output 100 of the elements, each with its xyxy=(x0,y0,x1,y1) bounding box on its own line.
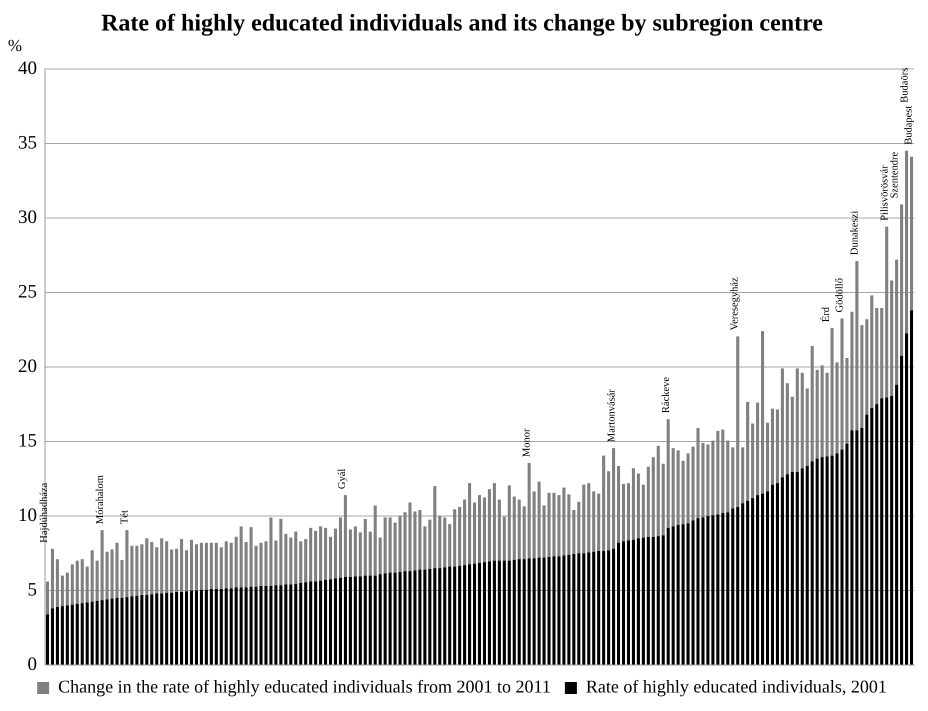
bar xyxy=(348,529,352,578)
x-tick-label: Budapest xyxy=(903,106,914,145)
bar xyxy=(170,592,174,664)
bar xyxy=(120,598,124,664)
bar xyxy=(418,510,422,570)
bar xyxy=(547,492,551,557)
bar xyxy=(751,498,754,664)
bar xyxy=(194,590,198,664)
bar xyxy=(786,383,789,474)
bar xyxy=(780,368,784,478)
bar xyxy=(458,566,462,664)
bar xyxy=(855,430,858,664)
bar xyxy=(384,573,387,664)
bar xyxy=(334,578,338,664)
bar xyxy=(682,524,685,664)
bar xyxy=(324,580,328,664)
bar xyxy=(557,495,560,556)
x-tick-label: Érd xyxy=(818,306,832,322)
bar xyxy=(528,558,531,664)
bar xyxy=(175,592,178,664)
bar xyxy=(905,150,908,334)
bar xyxy=(716,430,720,514)
bar xyxy=(602,550,606,664)
bar xyxy=(626,483,630,541)
bar xyxy=(562,555,566,664)
x-tick-label: Hajdúhadháza xyxy=(39,482,50,543)
bar xyxy=(56,606,59,664)
bar xyxy=(458,507,462,566)
bar xyxy=(632,468,635,540)
bar xyxy=(626,540,630,664)
bar xyxy=(319,580,322,664)
bar xyxy=(269,517,272,586)
bar xyxy=(110,598,114,664)
bar xyxy=(636,538,640,664)
bar xyxy=(269,586,272,664)
bar xyxy=(860,325,864,428)
bar xyxy=(691,446,695,520)
bar xyxy=(676,450,680,525)
bar xyxy=(125,530,128,598)
bar xyxy=(498,500,501,561)
bar xyxy=(711,515,714,664)
bar xyxy=(428,520,432,569)
bar xyxy=(423,570,426,664)
bar xyxy=(240,526,243,588)
bar xyxy=(319,526,322,581)
bar xyxy=(816,458,819,664)
bar xyxy=(572,554,576,664)
bar xyxy=(498,560,501,664)
x-tick-label: Gyál xyxy=(337,468,348,490)
bar xyxy=(170,549,174,593)
bar xyxy=(488,489,491,562)
bar xyxy=(388,572,392,664)
bar xyxy=(691,520,695,664)
bar xyxy=(264,541,268,586)
bar xyxy=(860,428,864,664)
legend-label: Rate of highly educated individuals, 2001 xyxy=(586,676,887,697)
x-tick-label: Monor xyxy=(521,428,532,458)
bar xyxy=(711,440,714,516)
bar xyxy=(770,408,774,485)
x-tick-label: Szentendre xyxy=(889,151,900,198)
bar xyxy=(140,544,144,595)
bar xyxy=(751,424,754,498)
bar xyxy=(910,310,914,664)
x-tick-label: Martonvásár xyxy=(606,388,618,442)
bar xyxy=(100,600,104,664)
y-axis-title: % xyxy=(8,36,22,55)
bar xyxy=(66,605,69,664)
bar xyxy=(423,526,426,570)
bar xyxy=(850,430,854,664)
bar xyxy=(840,318,844,450)
bar xyxy=(646,466,650,537)
bar xyxy=(463,565,466,664)
bar xyxy=(766,422,770,492)
bar xyxy=(274,540,278,586)
bar xyxy=(309,528,312,582)
bar xyxy=(835,362,839,454)
bar xyxy=(194,544,198,590)
bar xyxy=(761,331,764,494)
bar xyxy=(334,528,338,579)
bar xyxy=(706,516,710,664)
bar xyxy=(165,541,168,593)
bar xyxy=(776,483,779,664)
bar xyxy=(756,402,760,496)
bar xyxy=(696,518,700,664)
bar xyxy=(394,522,397,573)
bar xyxy=(612,448,616,549)
bar xyxy=(165,592,168,664)
bar xyxy=(840,450,844,664)
bar xyxy=(855,261,858,430)
bar xyxy=(552,492,556,556)
y-tick-label: 30 xyxy=(18,206,37,228)
bar xyxy=(250,527,253,587)
bar xyxy=(492,560,496,664)
bar xyxy=(90,550,94,602)
bar xyxy=(602,456,606,551)
bar xyxy=(210,588,213,664)
bar xyxy=(120,560,124,598)
bar xyxy=(50,548,54,608)
x-tick-label: Veresegyház xyxy=(729,276,740,330)
bar xyxy=(622,541,626,664)
